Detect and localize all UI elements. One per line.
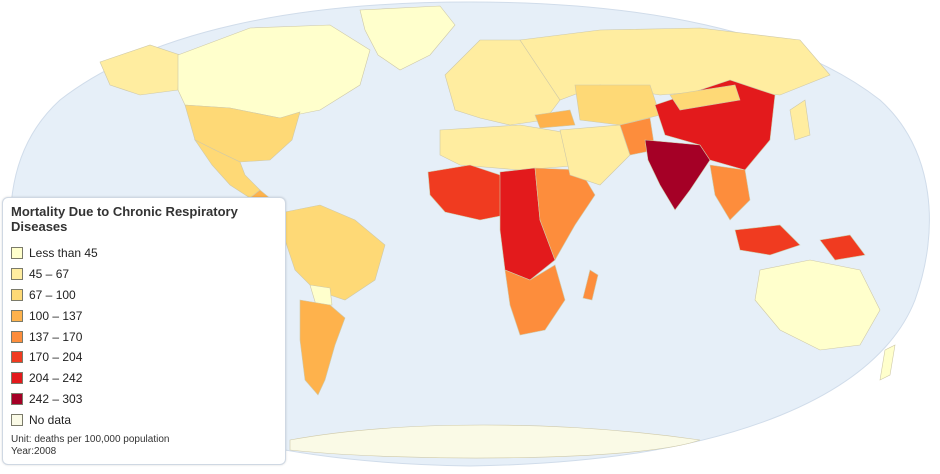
middle-east (559, 124, 631, 186)
legend-label: 204 – 242 (29, 371, 83, 386)
legend-item: Less than 45 (11, 243, 277, 264)
greenland (359, 5, 456, 71)
canada (177, 24, 371, 119)
legend-swatch (11, 309, 23, 322)
legend-title: Mortality Due to Chronic Respiratory Dis… (11, 204, 238, 234)
antarctica (289, 424, 701, 459)
legend-footer: Unit: deaths per 100,000 population Year… (11, 434, 277, 458)
legend-item: 242 – 303 (11, 389, 277, 410)
southeast-asia (709, 164, 751, 221)
legend-item: 137 – 170 (11, 326, 277, 347)
legend-unit: Unit: deaths per 100,000 population (11, 434, 170, 446)
europe (444, 39, 561, 126)
legend-label: 67 – 100 (29, 287, 76, 302)
legend-label: 170 – 204 (29, 350, 83, 365)
legend-swatch (11, 392, 23, 405)
bolivia (309, 284, 333, 306)
papua-new-guinea (819, 234, 866, 261)
legend-item: 67 – 100 (11, 285, 277, 306)
legend-label: 100 – 137 (29, 308, 83, 323)
new-zealand (879, 344, 896, 381)
indonesia (734, 224, 801, 256)
turkey-region (534, 109, 576, 129)
west-africa (427, 164, 506, 221)
argentina-chile (299, 299, 346, 396)
madagascar (582, 269, 599, 301)
legend-swatch (11, 413, 23, 426)
legend: Mortality Due to Chronic Respiratory Dis… (2, 197, 286, 465)
southern-africa (504, 264, 566, 336)
legend-swatch (11, 247, 23, 260)
japan (789, 99, 811, 141)
legend-label: Less than 45 (29, 246, 98, 261)
legend-swatch (11, 268, 23, 281)
legend-year: Year:2008 (11, 446, 57, 458)
russia (519, 27, 831, 101)
legend-label: 137 – 170 (29, 329, 83, 344)
legend-label: No data (29, 412, 72, 427)
legend-label: 242 – 303 (29, 391, 83, 406)
south-america-north (284, 204, 386, 301)
north-africa (439, 124, 586, 171)
legend-rows: Less than 45 45 – 67 67 – 100 100 – 137 … (11, 243, 277, 430)
legend-item: 100 – 137 (11, 305, 277, 326)
mongolia (669, 84, 741, 111)
legend-label: 45 – 67 (29, 267, 70, 282)
legend-swatch (11, 288, 23, 301)
legend-item: 170 – 204 (11, 347, 277, 368)
legend-item: No data (11, 409, 277, 430)
legend-item: 45 – 67 (11, 264, 277, 285)
legend-swatch (11, 351, 23, 364)
legend-swatch (11, 372, 23, 385)
legend-item: 204 – 242 (11, 368, 277, 389)
legend-swatch (11, 330, 23, 343)
central-asia (574, 84, 661, 126)
australia (754, 259, 881, 351)
